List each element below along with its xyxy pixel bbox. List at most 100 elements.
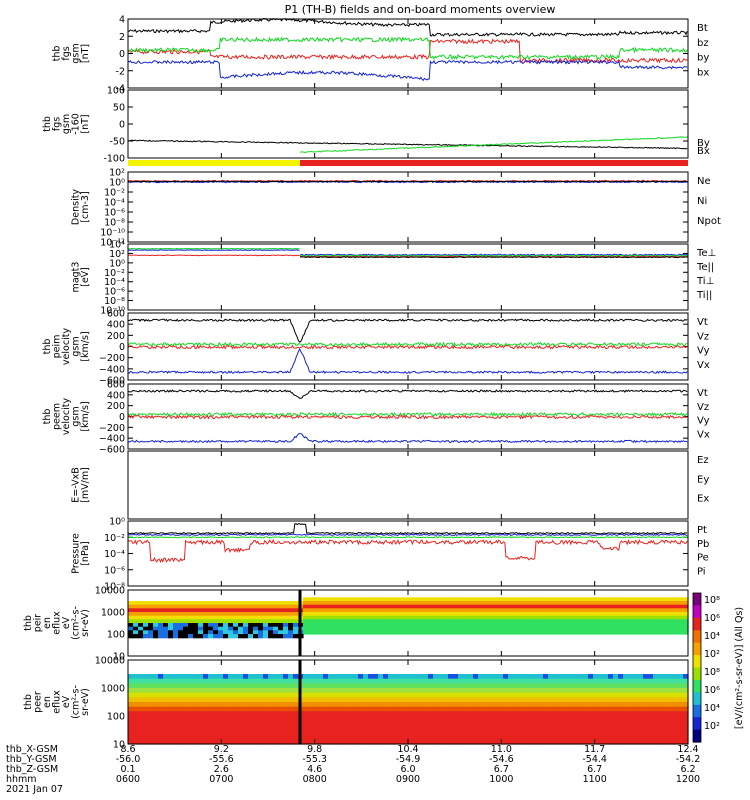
heatmap-cell bbox=[383, 688, 389, 694]
heatmap-cell bbox=[658, 601, 664, 606]
heatmap-cell bbox=[198, 720, 204, 726]
heatmap-cell bbox=[503, 711, 509, 717]
heatmap-cell bbox=[628, 739, 634, 745]
heatmap-cell bbox=[148, 716, 154, 722]
heatmap-cell bbox=[193, 619, 199, 624]
heatmap-cell bbox=[578, 612, 584, 617]
heatmap-cell bbox=[318, 683, 324, 689]
heatmap-cell bbox=[318, 608, 324, 613]
heatmap-cell bbox=[428, 619, 434, 624]
heatmap-cell bbox=[673, 678, 679, 684]
heatmap-cell bbox=[518, 674, 524, 680]
heatmap-cell bbox=[348, 683, 354, 689]
ylabel-line: thb bbox=[42, 116, 53, 132]
heatmap-cell bbox=[183, 688, 189, 694]
heatmap-cell bbox=[413, 604, 419, 609]
heatmap-cell bbox=[413, 608, 419, 613]
heatmap-cell bbox=[473, 711, 479, 717]
heatmap-cell bbox=[313, 688, 319, 694]
heatmap-cell bbox=[233, 619, 239, 624]
heatmap-cell bbox=[528, 688, 534, 694]
heatmap-cell bbox=[403, 630, 409, 635]
heatmap-cell bbox=[363, 702, 369, 708]
heatmap-cell bbox=[458, 608, 464, 613]
heatmap-cell bbox=[373, 623, 379, 628]
heatmap-cell bbox=[563, 626, 569, 631]
heatmap-cell bbox=[283, 683, 289, 689]
heatmap-cell bbox=[513, 612, 519, 617]
heatmap-cell bbox=[478, 706, 484, 712]
heatmap-cell bbox=[683, 604, 689, 609]
heatmap-cell bbox=[138, 608, 144, 613]
heatmap-cell bbox=[188, 730, 194, 736]
heatmap-cell bbox=[308, 619, 314, 624]
heatmap-cell bbox=[438, 683, 444, 689]
heatmap-cell bbox=[648, 612, 654, 617]
ylabel-line: gsm bbox=[71, 406, 82, 426]
ylabel-line: en bbox=[42, 617, 53, 629]
heatmap-cell bbox=[658, 697, 664, 703]
ytick-label: 10 bbox=[113, 652, 125, 663]
heatmap-cell bbox=[273, 601, 279, 606]
heatmap-cell bbox=[378, 692, 384, 698]
heatmap-cell bbox=[598, 597, 604, 602]
ylabel-line: [eV] bbox=[80, 267, 91, 287]
heatmap-cell bbox=[248, 730, 254, 736]
heatmap-cell bbox=[248, 692, 254, 698]
heatmap-cell bbox=[383, 720, 389, 726]
heatmap-cell bbox=[568, 604, 574, 609]
heatmap-cell bbox=[463, 678, 469, 684]
heatmap-cell bbox=[293, 674, 299, 680]
heatmap-cell bbox=[413, 630, 419, 635]
heatmap-cell bbox=[288, 720, 294, 726]
heatmap-cell bbox=[158, 626, 164, 631]
heatmap-cell bbox=[308, 706, 314, 712]
heatmap-cell bbox=[488, 734, 494, 740]
heatmap-cell bbox=[303, 739, 309, 745]
heatmap-cell bbox=[588, 711, 594, 717]
heatmap-cell bbox=[173, 601, 179, 606]
heatmap-cell bbox=[408, 601, 414, 606]
heatmap-cell bbox=[278, 634, 284, 639]
heatmap-cell bbox=[278, 626, 284, 631]
heatmap-cell bbox=[648, 706, 654, 712]
heatmap-cell bbox=[633, 678, 639, 684]
heatmap-cell bbox=[268, 630, 274, 635]
heatmap-cell bbox=[553, 674, 559, 680]
heatmap-cell bbox=[498, 623, 504, 628]
heatmap-cell bbox=[668, 702, 674, 708]
heatmap-cell bbox=[388, 623, 394, 628]
heatmap-cell bbox=[628, 725, 634, 731]
heatmap-cell bbox=[263, 688, 269, 694]
legend-p3-1: Ni bbox=[697, 196, 707, 207]
heatmap-cell bbox=[303, 730, 309, 736]
heatmap-cell bbox=[333, 692, 339, 698]
heatmap-cell bbox=[333, 623, 339, 628]
heatmap-cell bbox=[158, 706, 164, 712]
heatmap-cell bbox=[333, 734, 339, 740]
heatmap-cell bbox=[213, 706, 219, 712]
heatmap-cell bbox=[628, 601, 634, 606]
heatmap-cell bbox=[653, 619, 659, 624]
heatmap-cell bbox=[288, 716, 294, 722]
series-tepar-b bbox=[299, 256, 688, 259]
heatmap-cell bbox=[448, 697, 454, 703]
heatmap-cell bbox=[228, 688, 234, 694]
heatmap-cell bbox=[578, 674, 584, 680]
heatmap-cell bbox=[563, 630, 569, 635]
heatmap-cell bbox=[138, 604, 144, 609]
heatmap-cell bbox=[198, 697, 204, 703]
ylabel-line: E=-VxB bbox=[71, 467, 82, 502]
heatmap-cell bbox=[138, 612, 144, 617]
heatmap-cell bbox=[518, 626, 524, 631]
heatmap-cell bbox=[128, 674, 134, 680]
heatmap-cell bbox=[173, 720, 179, 726]
heatmap-cell bbox=[268, 634, 274, 639]
heatmap-cell bbox=[683, 725, 689, 731]
heatmap-cell bbox=[608, 615, 614, 620]
heatmap-cell bbox=[218, 623, 224, 628]
heatmap-cell bbox=[308, 623, 314, 628]
heatmap-cell bbox=[178, 630, 184, 635]
heatmap-cell bbox=[293, 615, 299, 620]
